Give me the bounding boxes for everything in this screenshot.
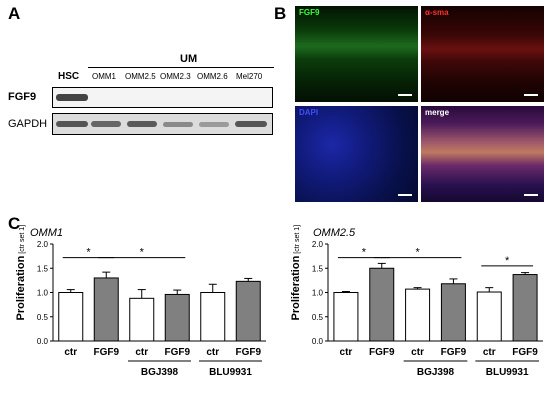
- bar: [200, 292, 226, 342]
- panel-a-letter: A: [8, 4, 21, 23]
- row-label-gapdh: GAPDH: [8, 118, 48, 130]
- y-tick-label: 0.5: [312, 313, 324, 322]
- um-group-label: UM: [180, 53, 198, 65]
- significance-star: *: [140, 247, 145, 259]
- bar: [93, 277, 119, 342]
- um-group-line: [88, 67, 274, 68]
- bar: [369, 267, 395, 342]
- scale-bar: [398, 94, 412, 96]
- category-label: ctr: [411, 347, 424, 358]
- significance-star: *: [505, 255, 510, 267]
- band-gapdh-omm2-3: [163, 122, 193, 127]
- micro-fgf9-label: FGF9: [299, 8, 320, 17]
- band-fgf9-hsc: [56, 94, 88, 101]
- blot-gapdh: [52, 113, 273, 135]
- chart-title: OMM2.5: [313, 227, 356, 239]
- y-tick-label: 2.0: [37, 240, 49, 249]
- micro-dapi-image: DAPI: [295, 106, 418, 202]
- y-tick-label: 1.5: [312, 264, 324, 273]
- lane-label-omm1: OMM1: [92, 72, 116, 81]
- panel-b-letter: B: [274, 4, 287, 23]
- micro-dapi-label: DAPI: [299, 108, 319, 117]
- category-label: FGF9: [369, 347, 395, 358]
- category-label: ctr: [135, 347, 148, 358]
- micro-asma-label: α-sma: [425, 8, 449, 17]
- scale-bar: [524, 194, 538, 196]
- row-label-fgf9: FGF9: [8, 91, 37, 103]
- micro-fgf9-image: FGF9: [295, 6, 418, 102]
- group-label: BLU9931: [209, 367, 252, 378]
- micro-asma-image: α-sma: [421, 6, 544, 102]
- scale-bar: [398, 194, 412, 196]
- category-label: FGF9: [235, 347, 261, 358]
- bar: [440, 283, 466, 342]
- lane-label-omm2-5: OMM2.5: [125, 72, 156, 81]
- band-gapdh-omm2-5: [127, 121, 157, 127]
- bar: [58, 292, 84, 342]
- group-label: BGJ398: [141, 367, 179, 378]
- bar: [129, 297, 155, 342]
- category-label: ctr: [206, 347, 219, 358]
- y-axis-label: Proliferation[ctr set 1]: [15, 225, 27, 321]
- category-label: FGF9: [441, 347, 467, 358]
- micro-merge-image: merge: [421, 106, 544, 202]
- bar: [164, 293, 190, 342]
- micro-merge-label: merge: [425, 108, 450, 117]
- y-tick-label: 2.0: [312, 240, 324, 249]
- y-tick-label: 1.0: [312, 289, 324, 298]
- chart-title: OMM1: [30, 227, 63, 239]
- group-label: BGJ398: [417, 367, 455, 378]
- scale-bar: [524, 94, 538, 96]
- bar: [235, 280, 261, 342]
- lane-label-omm2-3: OMM2.3: [160, 72, 191, 81]
- bar: [333, 292, 359, 342]
- band-gapdh-hsc: [56, 121, 88, 127]
- panel-c-letter: C: [8, 214, 21, 233]
- bar: [405, 288, 431, 342]
- y-tick-label: 0.5: [37, 313, 49, 322]
- y-tick-label: 1.5: [37, 264, 49, 273]
- bar: [512, 274, 538, 342]
- bar: [476, 291, 502, 342]
- category-label: ctr: [483, 347, 496, 358]
- category-label: ctr: [64, 347, 77, 358]
- significance-star: *: [86, 247, 91, 259]
- y-axis-label: Proliferation[ctr set 1]: [290, 225, 302, 321]
- chart-omm2-5: OMM2.5 Proliferation[ctr set 1] 0.0 0.5 1.0 1…: [290, 225, 543, 378]
- significance-star: *: [415, 247, 420, 259]
- category-label: FGF9: [93, 347, 119, 358]
- lane-label-mel270: Mel270: [236, 72, 263, 81]
- category-label: ctr: [340, 347, 353, 358]
- blot-fgf9: [52, 87, 273, 108]
- y-tick-label: 0.0: [37, 337, 49, 346]
- lane-label-omm2-6: OMM2.6: [197, 72, 228, 81]
- group-label: BLU9931: [486, 367, 529, 378]
- category-label: FGF9: [164, 347, 190, 358]
- band-gapdh-mel270: [235, 121, 267, 127]
- y-tick-label: 0.0: [312, 337, 324, 346]
- band-gapdh-omm1: [91, 121, 121, 127]
- significance-star: *: [362, 247, 367, 259]
- lane-label-hsc: HSC: [58, 71, 80, 82]
- band-gapdh-omm2-6: [199, 122, 229, 127]
- category-label: FGF9: [512, 347, 538, 358]
- y-tick-label: 1.0: [37, 289, 49, 298]
